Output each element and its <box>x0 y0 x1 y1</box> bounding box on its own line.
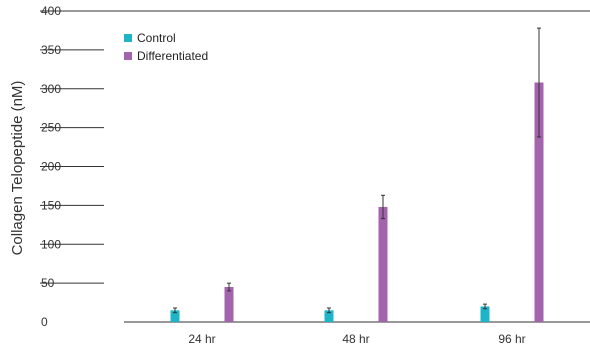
legend-label-control: Control <box>137 31 176 45</box>
legend-swatch-control <box>124 34 132 42</box>
y-tick-label: 350 <box>41 43 61 57</box>
y-tick-label: 150 <box>41 198 61 212</box>
bars <box>170 27 544 322</box>
x-tick-label: 48 hr <box>342 332 369 344</box>
y-tick-labels: 0 50 100 150 200 250 300 350 400 <box>41 4 61 329</box>
y-tick-label: 50 <box>41 276 55 290</box>
y-tick-label: 100 <box>41 237 61 251</box>
legend-label-differentiated: Differentiated <box>137 49 208 63</box>
x-tick-label: 96 hr <box>498 332 525 344</box>
legend: Control Differentiated <box>124 31 208 63</box>
x-tick-label: 24 hr <box>188 332 215 344</box>
y-tick-label: 250 <box>41 121 61 135</box>
bar-control-96hr <box>480 306 490 322</box>
y-axis-title: Collagen Telopeptide (nM) <box>9 81 26 256</box>
bar-differentiated-48hr <box>378 206 388 322</box>
y-tick-label: 400 <box>41 4 61 18</box>
y-tick-label: 300 <box>41 82 61 96</box>
y-tick-label: 200 <box>41 160 61 174</box>
x-tick-labels: 24 hr 48 hr 96 hr <box>188 332 525 344</box>
bar-control-24hr <box>170 310 180 322</box>
legend-swatch-differentiated <box>124 52 132 60</box>
bar-differentiated-24hr <box>224 287 234 322</box>
bar-control-48hr <box>324 310 334 322</box>
y-tick-label: 0 <box>41 315 48 329</box>
bar-differentiated-96hr <box>534 82 544 322</box>
y-gridlines <box>40 10 590 284</box>
